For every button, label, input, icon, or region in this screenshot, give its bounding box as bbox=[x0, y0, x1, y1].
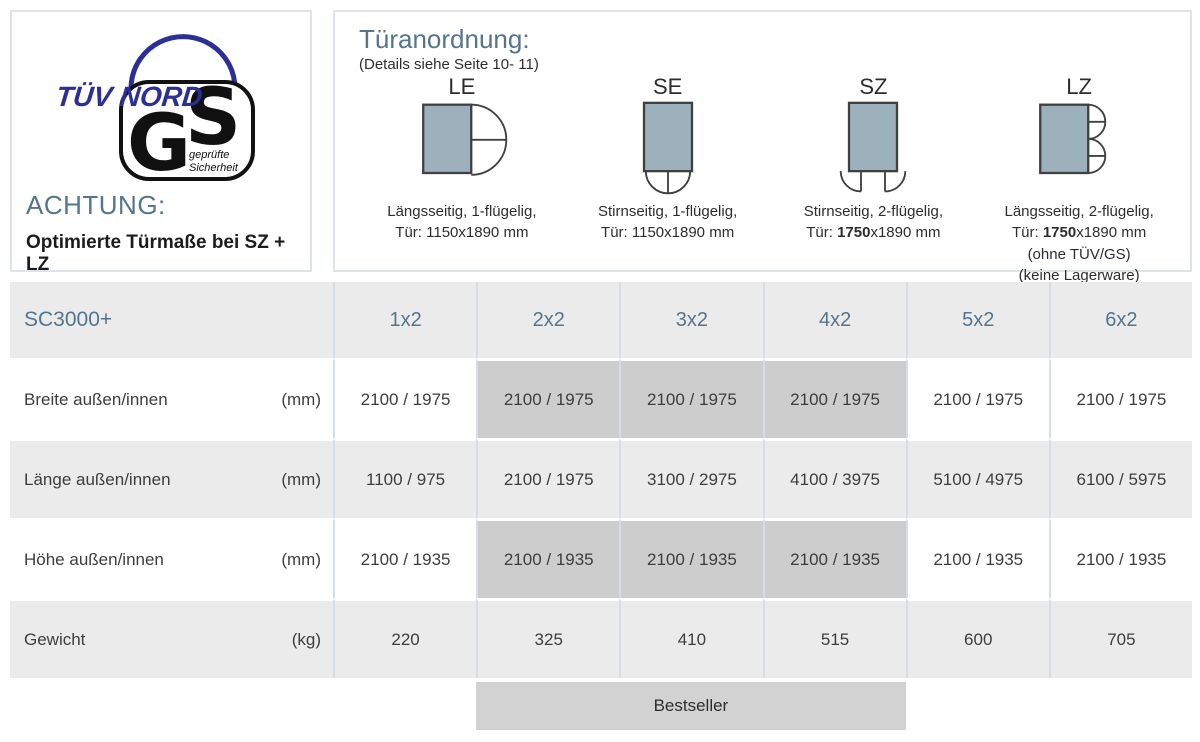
column-header-3x2: 3x2 bbox=[619, 282, 763, 358]
door-option-se-desc: Stirnseitig, 1-flügelig, Tür: 1150x1890 … bbox=[565, 201, 771, 244]
door-option-se-desc-line1: Stirnseitig, 1-flügelig, bbox=[598, 203, 738, 221]
door-arrangement-title: Türanordnung: bbox=[359, 24, 530, 54]
top-section: G S geprüfte Sicherheit TÜV NORD ACHTUNG… bbox=[10, 10, 1192, 284]
value-laenge-6x2: 6100 / 5975 bbox=[1048, 438, 1192, 518]
value-gewicht-4x2: 515 bbox=[762, 598, 906, 678]
value-breite-4x2: 2100 / 1975 bbox=[762, 358, 906, 438]
row-label-breite: Breite außen/innen (mm) bbox=[10, 358, 333, 438]
table-model-header: SC3000+ bbox=[10, 282, 333, 358]
row-unit: (mm) bbox=[281, 469, 321, 489]
door-option-le-desc: Längsseitig, 1-flügelig, Tür: 1150x1890 … bbox=[359, 201, 565, 244]
column-header-6x2: 6x2 bbox=[1048, 282, 1192, 358]
door-option-sz: SZ Stirnseitig, 2-flügelig, Tür: 1750x18… bbox=[771, 74, 977, 286]
value-hoehe-5x2: 2100 / 1935 bbox=[905, 518, 1049, 598]
value-laenge-5x2: 5100 / 4975 bbox=[905, 438, 1049, 518]
value-laenge-1x2: 1100 / 975 bbox=[333, 438, 477, 518]
value-laenge-2x2: 2100 / 1975 bbox=[476, 438, 620, 518]
logo-letter-g: G bbox=[127, 99, 191, 182]
logo-letter-s: S bbox=[185, 73, 241, 163]
door-options: LE Längsseitig, 1-flügelig, Tür: 1150x18… bbox=[359, 74, 1182, 286]
attention-text: Optimierte Türmaße bei SZ + LZ bbox=[26, 232, 286, 275]
door-option-le-desc-line1: Längsseitig, 1-flügelig, bbox=[387, 203, 537, 221]
column-header-1x2: 1x2 bbox=[333, 282, 477, 358]
value-hoehe-4x2: 2100 / 1935 bbox=[762, 518, 906, 598]
row-label-text: Länge außen/innen bbox=[24, 469, 171, 489]
row-label-text: Breite außen/innen bbox=[24, 389, 168, 409]
door-option-sz-desc-line2: Tür: 1750x1890 mm bbox=[806, 224, 941, 242]
door-option-le-code: LE bbox=[448, 74, 476, 99]
attention-title: ACHTUNG: bbox=[26, 190, 166, 220]
tuev-nord-gs-logo-icon: G S geprüfte Sicherheit TÜV NORD bbox=[55, 34, 255, 189]
row-unit: (mm) bbox=[281, 549, 321, 569]
logo-subtext-2: Sicherheit bbox=[189, 162, 239, 174]
door-option-sz-desc-line1: Stirnseitig, 2-flügelig, bbox=[803, 203, 943, 221]
door-option-le: LE Längsseitig, 1-flügelig, Tür: 1150x18… bbox=[359, 74, 565, 286]
column-header-2x2: 2x2 bbox=[476, 282, 620, 358]
door-option-lz-desc-line2: Tür: 1750x1890 mm bbox=[1012, 224, 1147, 242]
value-breite-3x2: 2100 / 1975 bbox=[619, 358, 763, 438]
door-option-se: SE Stirnseitig, 1-flügelig, Tür: 1150x18… bbox=[565, 74, 771, 286]
door-option-se-code: SE bbox=[652, 74, 683, 99]
row-label-laenge: Länge außen/innen (mm) bbox=[10, 438, 333, 518]
value-laenge-3x2: 3100 / 2975 bbox=[619, 438, 763, 518]
door-option-se-desc-line2: Tür: 1150x1890 mm bbox=[601, 224, 735, 242]
value-gewicht-1x2: 220 bbox=[333, 598, 477, 678]
door-option-lz-code: LZ bbox=[1066, 74, 1092, 99]
row-unit: (kg) bbox=[291, 629, 321, 649]
value-gewicht-6x2: 705 bbox=[1048, 598, 1192, 678]
logo-brand-text: TÜV NORD bbox=[59, 81, 204, 112]
value-laenge-4x2: 4100 / 3975 bbox=[762, 438, 906, 518]
door-option-lz: LZ Längsseitig, 2-flügelig, Tür: 1750x18… bbox=[976, 74, 1182, 286]
door-option-le-desc-line2: Tür: 1150x1890 mm bbox=[395, 224, 529, 242]
value-breite-6x2: 2100 / 1975 bbox=[1048, 358, 1192, 438]
door-se-icon bbox=[565, 101, 771, 197]
door-option-sz-desc: Stirnseitig, 2-flügelig, Tür: 1750x1890 … bbox=[771, 201, 977, 244]
value-breite-2x2: 2100 / 1975 bbox=[476, 358, 620, 438]
value-gewicht-2x2: 325 bbox=[476, 598, 620, 678]
door-arrangement-panel: Türanordnung: (Details siehe Seite 10- 1… bbox=[333, 10, 1192, 284]
row-unit: (mm) bbox=[281, 389, 321, 409]
column-header-5x2: 5x2 bbox=[905, 282, 1049, 358]
door-option-lz-desc-line1: Längsseitig, 2-flügelig, bbox=[1004, 203, 1154, 221]
value-hoehe-6x2: 2100 / 1935 bbox=[1048, 518, 1192, 598]
value-hoehe-1x2: 2100 / 1935 bbox=[333, 518, 477, 598]
bestseller-badge: Bestseller bbox=[476, 678, 906, 730]
door-option-lz-desc: Längsseitig, 2-flügelig, Tür: 1750x1890 … bbox=[976, 201, 1182, 286]
value-gewicht-3x2: 410 bbox=[619, 598, 763, 678]
row-label-text: Gewicht bbox=[24, 629, 86, 649]
value-gewicht-5x2: 600 bbox=[905, 598, 1049, 678]
value-hoehe-3x2: 2100 / 1935 bbox=[619, 518, 763, 598]
door-option-sz-code: SZ bbox=[859, 74, 888, 99]
value-breite-1x2: 2100 / 1975 bbox=[333, 358, 477, 438]
value-breite-5x2: 2100 / 1975 bbox=[905, 358, 1049, 438]
door-option-lz-desc-line4: (keine Lagerware) bbox=[1018, 267, 1140, 285]
door-sz-icon bbox=[771, 101, 977, 197]
door-lz-icon bbox=[976, 101, 1182, 197]
door-le-icon bbox=[359, 101, 565, 197]
value-hoehe-2x2: 2100 / 1935 bbox=[476, 518, 620, 598]
row-label-hoehe: Höhe außen/innen (mm) bbox=[10, 518, 333, 598]
notice-panel: G S geprüfte Sicherheit TÜV NORD ACHTUNG… bbox=[10, 10, 312, 275]
column-header-4x2: 4x2 bbox=[762, 282, 906, 358]
tuev-nord-gs-logo: G S geprüfte Sicherheit TÜV NORD bbox=[55, 32, 263, 189]
spec-table: SC3000+ 1x2 2x2 3x2 4x2 5x2 6x2 Breite a… bbox=[10, 282, 1192, 730]
logo-subtext-1: geprüfte bbox=[189, 149, 229, 161]
row-label-gewicht: Gewicht (kg) bbox=[10, 598, 333, 678]
row-label-text: Höhe außen/innen bbox=[24, 549, 164, 569]
door-option-lz-desc-line3: (ohne TÜV/GS) bbox=[1027, 245, 1131, 263]
door-arrangement-subtitle: (Details siehe Seite 10- 11) bbox=[359, 56, 539, 73]
